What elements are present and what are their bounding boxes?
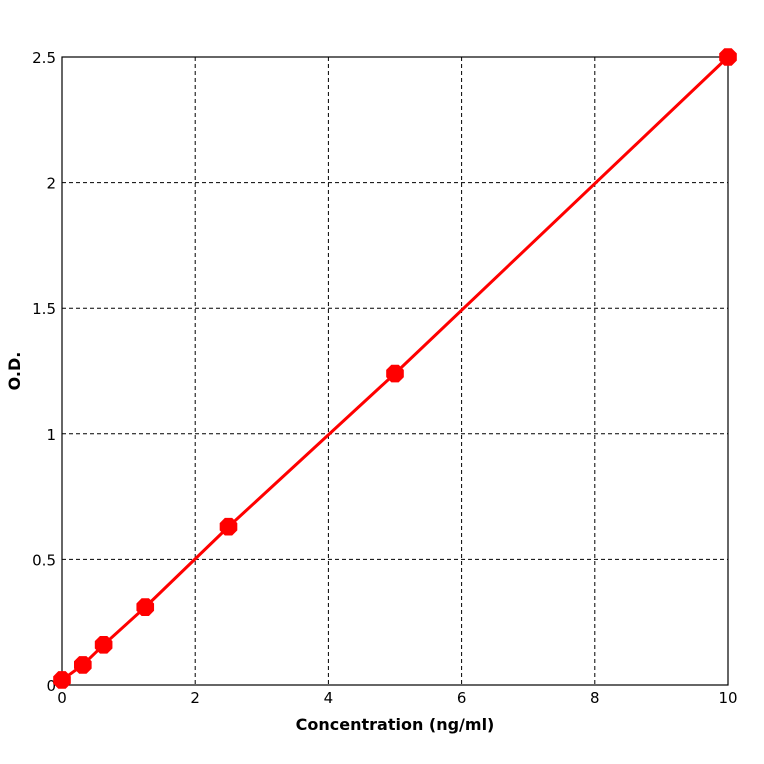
x-tick-label: 0 <box>57 689 67 707</box>
data-point <box>53 671 71 689</box>
grid-lines <box>62 57 728 685</box>
x-tick-label: 10 <box>718 689 737 707</box>
y-tick-label: 1 <box>46 426 56 444</box>
data-point <box>74 656 92 674</box>
y-tick-label: 2 <box>46 175 56 193</box>
data-point <box>719 48 737 66</box>
y-tick-label: 1.5 <box>32 300 56 318</box>
x-tick-label: 8 <box>590 689 600 707</box>
data-point <box>386 364 404 383</box>
x-axis-title: Concentration (ng/ml) <box>296 715 495 734</box>
series-layer <box>53 48 737 689</box>
x-tick-label: 2 <box>190 689 200 707</box>
x-tick-label: 6 <box>457 689 467 707</box>
y-axis-title: O.D. <box>5 352 24 391</box>
data-point <box>136 598 155 616</box>
x-tick-label: 4 <box>324 689 334 707</box>
y-tick-label: 0 <box>46 677 56 695</box>
tick-labels: 0 2 4 6 8 10 0 0.5 1 1.5 2 2.5 <box>32 49 737 707</box>
y-tick-label: 0.5 <box>32 551 56 569</box>
data-point <box>219 517 238 536</box>
data-point <box>94 635 113 654</box>
y-tick-label: 2.5 <box>32 49 56 67</box>
